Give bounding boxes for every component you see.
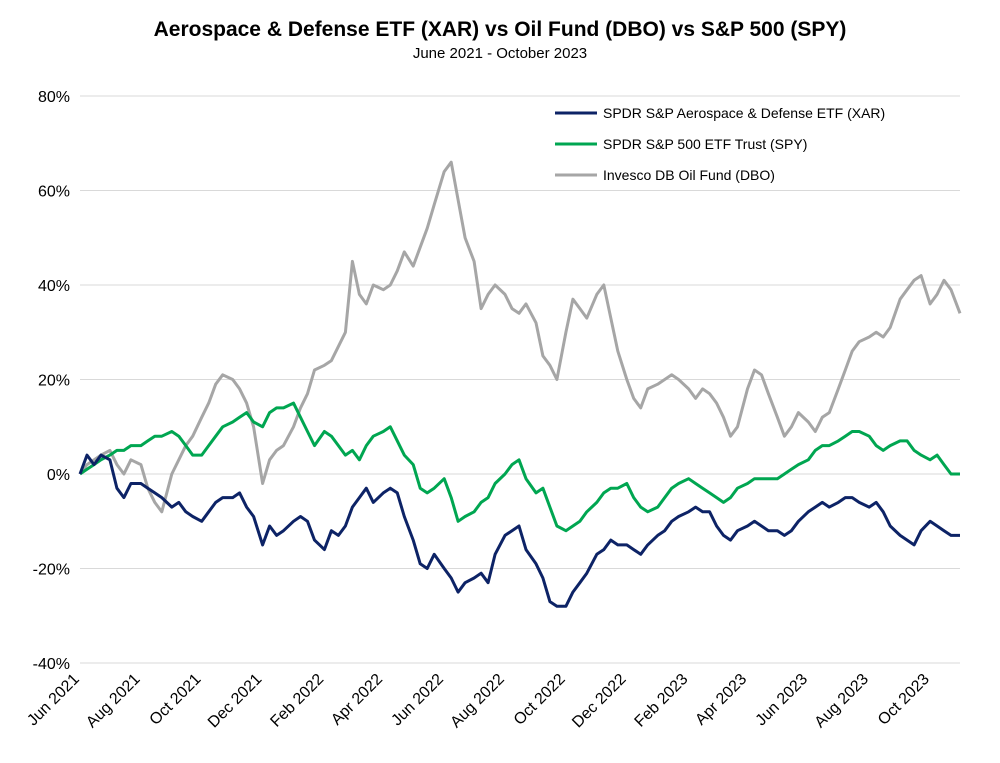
chart-subtitle: June 2021 - October 2023 — [412, 45, 588, 62]
x-tick-label: Oct 2022 — [511, 671, 569, 729]
x-tick-label: Jun 2023 — [753, 671, 812, 730]
y-tick-label: 0% — [47, 467, 70, 484]
legend-label: Invesco DB Oil Fund (DBO) — [603, 167, 775, 183]
x-tick-label: Aug 2022 — [447, 671, 508, 732]
x-tick-label: Apr 2023 — [692, 671, 750, 729]
y-tick-label: 60% — [38, 184, 70, 201]
legend-label: SPDR S&P Aerospace & Defense ETF (XAR) — [603, 105, 885, 121]
gridlines — [80, 95, 960, 664]
x-tick-label: Feb 2022 — [267, 671, 327, 731]
series-line — [78, 453, 960, 608]
x-tick-label: Aug 2023 — [812, 671, 873, 732]
y-tick-label: 20% — [38, 373, 70, 390]
x-tick-label: Apr 2022 — [328, 671, 386, 729]
y-tick-label: -40% — [33, 656, 70, 673]
x-tick-label: Aug 2021 — [83, 671, 144, 732]
y-tick-label: 40% — [38, 278, 70, 295]
y-axis-ticks: -40% -20% 0% 20% 40% 60% 80% — [33, 89, 70, 673]
series-line — [79, 401, 960, 533]
series-lines — [78, 160, 962, 608]
x-tick-label: Jun 2021 — [24, 671, 83, 730]
x-axis-ticks: Jun 2021 Aug 2021 Oct 2021 Dec 2021 Feb 2022… — [24, 671, 933, 732]
x-tick-label: Feb 2023 — [632, 671, 692, 731]
legend: SPDR S&P Aerospace & Defense ETF (XAR) SP… — [555, 105, 885, 183]
chart-title: Aerospace & Defense ETF (XAR) vs Oil Fun… — [153, 18, 847, 41]
series-line — [78, 160, 962, 514]
legend-label: SPDR S&P 500 ETF Trust (SPY) — [603, 136, 807, 152]
x-tick-label: Oct 2021 — [147, 671, 205, 729]
x-tick-label: Oct 2023 — [875, 671, 933, 729]
x-tick-label: Dec 2022 — [569, 671, 630, 732]
x-tick-label: Jun 2022 — [388, 671, 447, 730]
x-tick-label: Dec 2021 — [205, 671, 266, 732]
y-tick-label: 80% — [38, 89, 70, 106]
y-tick-label: -20% — [33, 562, 70, 579]
